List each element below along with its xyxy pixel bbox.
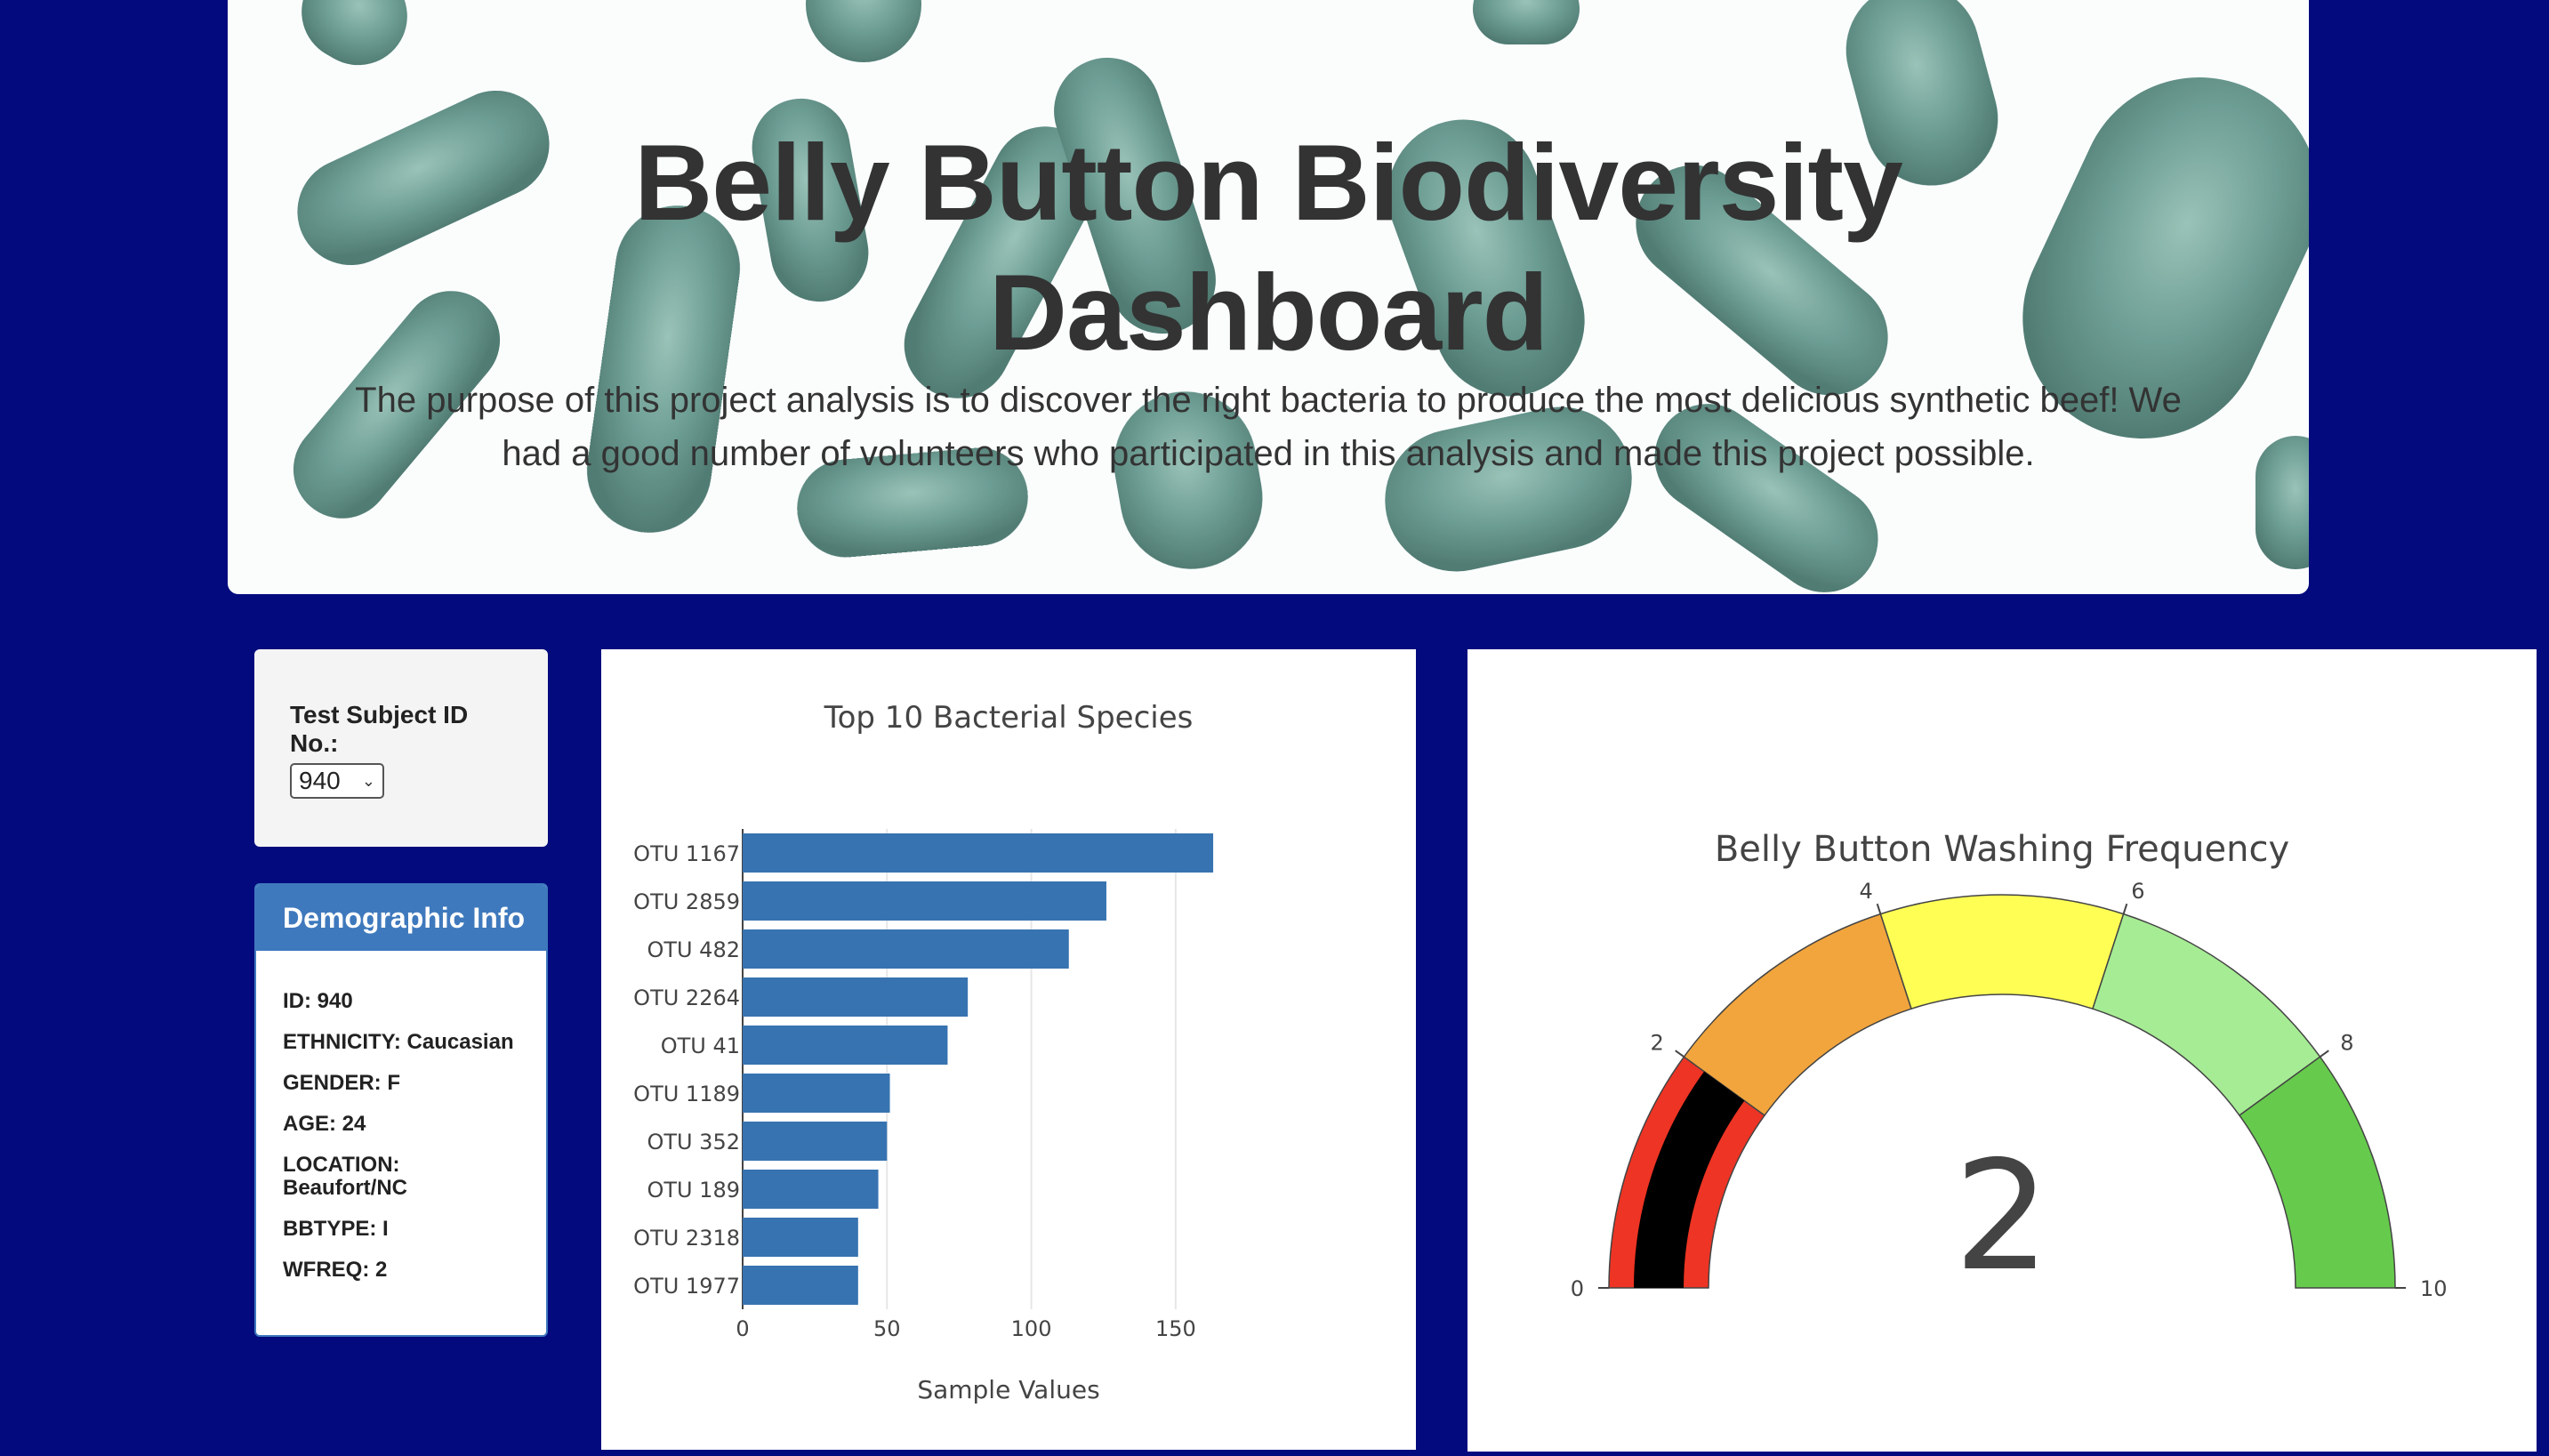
bar-chart-bar[interactable] [743, 977, 969, 1017]
subject-id-selected-value: 940 [299, 767, 341, 794]
bar-chart-category-label: OTU 2859 [633, 889, 740, 914]
subject-selector-panel: Test Subject ID No.: 940 ⌄ [254, 649, 548, 847]
bar-chart-category-label: OTU 1189 [633, 1082, 740, 1106]
demographic-info-body: ID: 940 ETHNICITY: Caucasian GENDER: F A… [256, 951, 546, 1282]
demographic-row-age: AGE: 24 [283, 1112, 366, 1136]
bar-chart-bar[interactable] [743, 833, 1214, 873]
page-title-line-1: Belly Button Biodiversity [634, 122, 1903, 243]
gauge-title: Belly Button Washing Frequency [1715, 829, 2289, 870]
bar-chart-category-label: OTU 1167 [633, 841, 740, 866]
demographic-row-bbtype: BBTYPE: I [283, 1217, 389, 1241]
bar-chart-title: Top 10 Bacterial Species [824, 700, 1194, 736]
gauge-value: 2 [1954, 1129, 2050, 1305]
subject-id-dropdown[interactable]: 940 ⌄ [290, 763, 384, 799]
washing-frequency-gauge: Belly Button Washing Frequency 0 2 4 6 8 10 2 [1571, 829, 2448, 1305]
bar-chart-category-label: OTU 189 [647, 1178, 740, 1203]
bar-chart-x-tick-label: 50 [873, 1316, 901, 1341]
bar-chart-bar[interactable] [743, 1074, 890, 1113]
gauge-step [1879, 894, 2125, 1010]
bar-chart-bar[interactable] [743, 929, 1069, 969]
gauge-chart-panel: Belly Button Washing Frequency 0 2 4 6 8 10 2 [1467, 649, 2537, 1452]
page-title: Belly Button Biodiversity Dashboard [228, 117, 2309, 377]
gauge-tick-label: 10 [2420, 1276, 2448, 1301]
demographic-row-id: ID: 940 [283, 989, 353, 1013]
bar-chart-category-label: OTU 2264 [633, 985, 740, 1010]
chevron-down-icon: ⌄ [361, 771, 375, 790]
bar-chart-category-label: OTU 41 [661, 1034, 740, 1058]
bar-chart-bar[interactable] [743, 1266, 858, 1305]
demographic-row-wfreq: WFREQ: 2 [283, 1258, 388, 1282]
gauge-tick-mark [1675, 1050, 1685, 1058]
bar-chart-bar[interactable] [743, 1026, 948, 1065]
bar-chart-panel: Top 10 Bacterial Species Sample Values O… [601, 649, 1416, 1450]
top-10-bar-chart: Top 10 Bacterial Species Sample Values O… [633, 700, 1214, 1404]
bar-chart-bar[interactable] [743, 1218, 858, 1257]
demographic-info-title: Demographic Info [256, 885, 546, 951]
bar-chart-category-label: OTU 2318 [633, 1226, 740, 1251]
demographic-row-location: LOCATION: Beaufort/NC [283, 1153, 408, 1200]
bar-chart-x-axis-label: Sample Values [917, 1375, 1099, 1404]
page-title-line-2: Dashboard [988, 252, 1548, 373]
gauge-tick-mark [1876, 903, 1882, 914]
bar-chart-category-label: OTU 1977 [633, 1274, 740, 1299]
gauge-tick-label: 4 [1859, 879, 1872, 904]
bar-chart-bar[interactable] [743, 1122, 888, 1161]
gauge-tick-label: 8 [2340, 1031, 2353, 1056]
header-jumbotron: Belly Button Biodiversity Dashboard The … [228, 0, 2309, 594]
bar-chart-category-label: OTU 482 [647, 937, 740, 962]
demographic-info-panel: Demographic Info ID: 940 ETHNICITY: Cauc… [254, 883, 548, 1337]
subject-selector-label: Test Subject ID No.: [290, 701, 469, 757]
gauge-tick-label: 2 [1650, 1031, 1663, 1056]
gauge-value-bar [1634, 1071, 1745, 1288]
demographic-row-gender: GENDER: F [283, 1071, 400, 1095]
bar-chart-x-tick-label: 100 [1011, 1316, 1052, 1341]
bar-chart-x-tick-label: 150 [1155, 1316, 1196, 1341]
page-description: The purpose of this project analysis is … [355, 381, 2182, 473]
bacteria-background-image [293, 0, 2309, 592]
bar-chart-x-tick-label: 0 [736, 1316, 749, 1341]
demographic-row-ethnicity: ETHNICITY: Caucasian [283, 1030, 514, 1054]
gauge-tick-label: 0 [1571, 1276, 1584, 1301]
gauge-tick-mark [2122, 903, 2128, 914]
bar-chart-category-label: OTU 352 [647, 1130, 740, 1154]
bar-chart-bar[interactable] [743, 881, 1106, 921]
gauge-tick-mark [2319, 1050, 2329, 1058]
bar-chart-bar[interactable] [743, 1170, 879, 1209]
gauge-tick-label: 6 [2131, 879, 2144, 904]
